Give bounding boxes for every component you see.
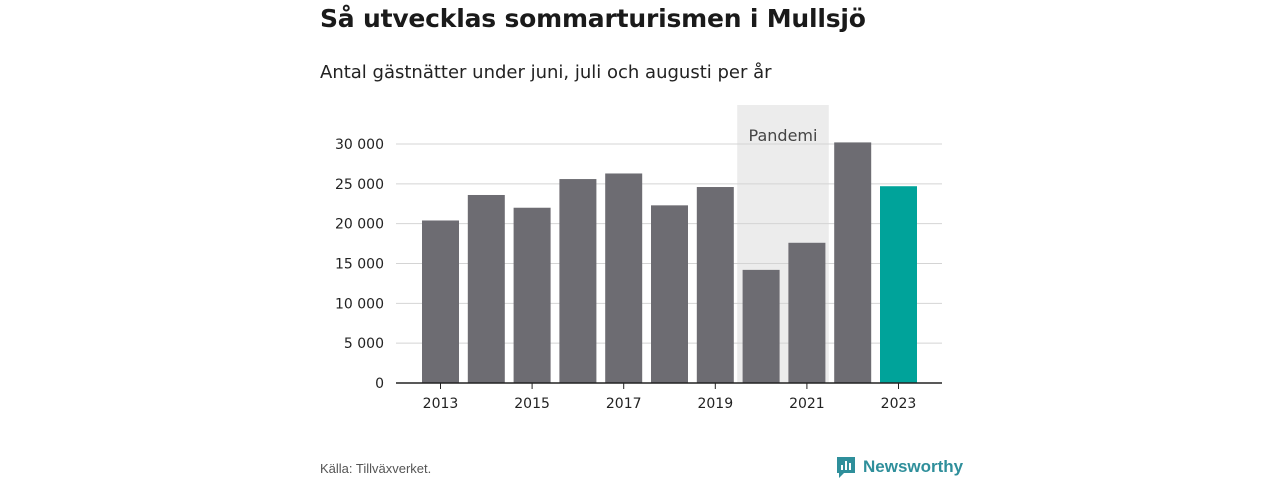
bar-2014 <box>467 194 505 383</box>
bar-2018 <box>651 205 688 383</box>
x-tick-label: 2023 <box>881 396 917 412</box>
brand-logo: Newsworthy <box>835 455 963 479</box>
bar-2016 <box>559 179 597 383</box>
x-tick-label: 2021 <box>789 396 825 412</box>
y-tick-label: 30 000 <box>335 137 384 153</box>
source-note: Källa: Tillväxverket. <box>320 461 432 476</box>
y-tick-label: 20 000 <box>335 217 384 233</box>
bar-2022 <box>834 142 872 383</box>
x-tick-label: 2019 <box>697 396 733 412</box>
bar-2021 <box>788 242 826 383</box>
y-tick-label: 15 000 <box>335 257 384 273</box>
x-tick-label: 2013 <box>423 396 459 412</box>
bar-chart: Pandemi 0 5 000 10 000 15 000 20 000 25 000 30 … <box>335 105 942 412</box>
bar-2019 <box>696 187 734 383</box>
y-tick-label: 5 000 <box>344 336 384 352</box>
x-tick-label: 2017 <box>606 396 642 412</box>
bar-2015 <box>513 207 551 383</box>
bar-2020 <box>742 269 780 383</box>
x-tick-label: 2015 <box>514 396 550 412</box>
chart-title: Så utvecklas sommarturismen i Mullsjö <box>320 4 866 33</box>
bar-2017 <box>605 173 643 383</box>
y-tick-label: 25 000 <box>335 177 384 193</box>
chart-subtitle: Antal gästnätter under juni, juli och au… <box>320 62 772 83</box>
brand-name: Newsworthy <box>863 457 964 476</box>
bar-2023 <box>880 186 917 383</box>
pandemic-band-label: Pandemi <box>749 126 818 145</box>
y-tick-label: 10 000 <box>335 296 384 312</box>
bar-2013 <box>422 220 459 383</box>
newsworthy-logo-icon <box>837 457 855 478</box>
y-tick-label: 0 <box>375 376 384 392</box>
